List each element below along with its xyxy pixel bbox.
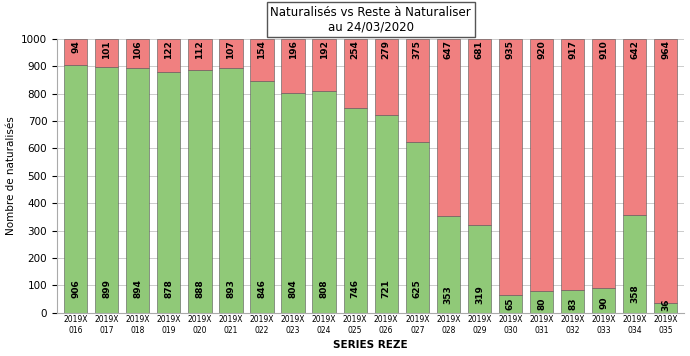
Bar: [219, 68, 243, 313]
Title: Naturalisés vs Reste à Naturaliser
au 24/03/2020: Naturalisés vs Reste à Naturaliser au 24…: [270, 6, 471, 33]
Bar: [375, 115, 398, 313]
Text: 888: 888: [195, 279, 204, 298]
Bar: [126, 68, 149, 313]
Text: 358: 358: [630, 285, 639, 304]
Bar: [654, 303, 678, 313]
Bar: [188, 39, 212, 69]
Text: 846: 846: [257, 279, 266, 298]
Text: 642: 642: [630, 40, 639, 59]
Text: 90: 90: [599, 297, 608, 309]
Bar: [437, 39, 460, 216]
Text: 319: 319: [475, 286, 484, 304]
Bar: [530, 291, 553, 313]
Bar: [157, 39, 181, 72]
Bar: [344, 109, 367, 313]
Text: 154: 154: [257, 40, 266, 59]
Text: 80: 80: [537, 297, 546, 310]
Text: 721: 721: [382, 279, 391, 298]
Text: 647: 647: [444, 40, 453, 59]
Bar: [623, 39, 647, 215]
Bar: [64, 65, 87, 313]
Bar: [313, 39, 336, 91]
Text: 899: 899: [102, 279, 111, 298]
Bar: [592, 39, 615, 288]
Text: 106: 106: [133, 40, 142, 59]
Text: 94: 94: [71, 40, 80, 53]
Text: 804: 804: [288, 279, 297, 298]
Bar: [468, 39, 491, 225]
Bar: [64, 39, 87, 65]
Bar: [561, 39, 584, 290]
Text: 192: 192: [319, 40, 328, 59]
Bar: [437, 216, 460, 313]
Bar: [499, 39, 522, 295]
Text: 107: 107: [226, 40, 235, 59]
Bar: [95, 67, 118, 313]
Text: 36: 36: [661, 298, 670, 310]
Text: 375: 375: [413, 40, 422, 59]
Y-axis label: Nombre de naturalisés: Nombre de naturalisés: [6, 116, 16, 235]
Bar: [406, 142, 429, 313]
Text: 122: 122: [164, 40, 173, 59]
Text: 681: 681: [475, 40, 484, 59]
Bar: [344, 39, 367, 109]
Bar: [282, 39, 305, 93]
Text: 878: 878: [164, 279, 173, 298]
Text: 254: 254: [351, 40, 359, 59]
Bar: [406, 39, 429, 142]
X-axis label: SERIES REZE: SERIES REZE: [333, 340, 408, 350]
Text: 65: 65: [506, 297, 515, 310]
Text: 893: 893: [226, 279, 235, 298]
Bar: [219, 39, 243, 68]
Bar: [126, 39, 149, 68]
Bar: [561, 290, 584, 313]
Bar: [95, 39, 118, 67]
Bar: [654, 39, 678, 303]
Text: 83: 83: [568, 297, 577, 309]
Bar: [157, 72, 181, 313]
Bar: [282, 93, 305, 313]
Text: 101: 101: [102, 40, 111, 59]
Text: 906: 906: [71, 279, 80, 298]
Text: 964: 964: [661, 40, 670, 59]
Text: 920: 920: [537, 40, 546, 59]
Bar: [623, 215, 647, 313]
Bar: [375, 39, 398, 115]
Text: 353: 353: [444, 285, 453, 304]
Text: 279: 279: [382, 40, 391, 59]
Bar: [468, 225, 491, 313]
Text: 917: 917: [568, 40, 577, 59]
Bar: [530, 39, 553, 291]
Bar: [250, 81, 274, 313]
Text: 196: 196: [288, 40, 297, 59]
Text: 910: 910: [599, 40, 608, 59]
Text: 625: 625: [413, 279, 422, 298]
Bar: [499, 295, 522, 313]
Bar: [188, 69, 212, 313]
Text: 808: 808: [319, 279, 328, 298]
Text: 746: 746: [351, 279, 359, 298]
Bar: [250, 39, 274, 81]
Text: 112: 112: [195, 40, 204, 59]
Bar: [313, 91, 336, 313]
Text: 894: 894: [133, 279, 142, 298]
Bar: [592, 288, 615, 313]
Text: 935: 935: [506, 40, 515, 59]
